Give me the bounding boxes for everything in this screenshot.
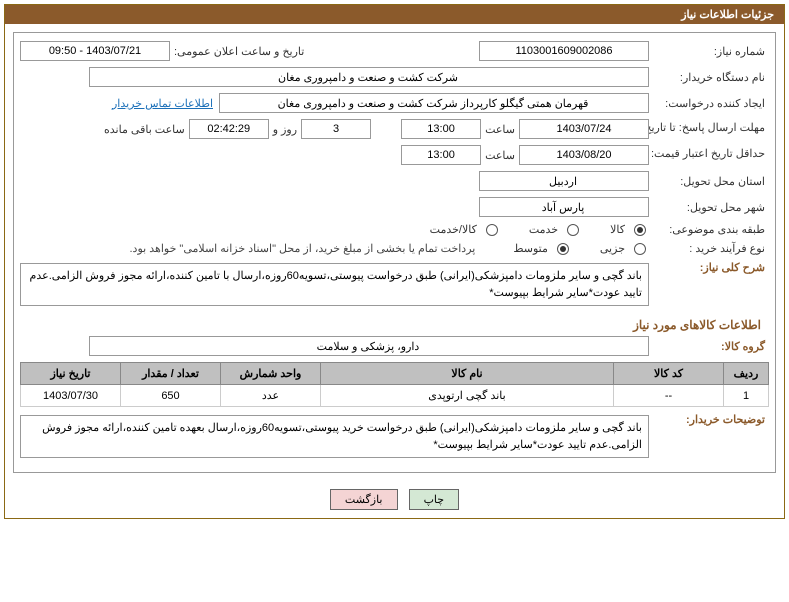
cat-service-label: خدمت	[525, 223, 562, 236]
validity-time: 13:00	[401, 145, 481, 165]
buyer-org-label: نام دستگاه خریدار:	[649, 71, 769, 84]
city-label: شهر محل تحویل:	[649, 201, 769, 214]
cell-name: باند گچی ارتوپدی	[321, 385, 614, 407]
group-label: گروه کالا:	[649, 340, 769, 353]
validity-label: حداقل تاریخ اعتبار قیمت: تا تاریخ:	[649, 148, 769, 161]
announce-value: 1403/07/21 - 09:50	[20, 41, 170, 61]
deadline-date: 1403/07/24	[519, 119, 649, 139]
th-name: نام کالا	[321, 363, 614, 385]
radio-medium[interactable]	[557, 243, 569, 255]
category-label: طبقه بندی موضوعی:	[649, 223, 769, 236]
need-number-value: 1103001609002086	[479, 41, 649, 61]
days-value: 3	[301, 119, 371, 139]
requester-label: ایجاد کننده درخواست:	[649, 97, 769, 110]
category-radio-group: کالا خدمت کالا/خدمت	[426, 223, 649, 236]
buyer-org-value: شرکت کشت و صنعت و دامپروری مغان	[89, 67, 649, 87]
radio-goods[interactable]	[634, 224, 646, 236]
cat-goods-label: کالا	[606, 223, 629, 236]
page-title-bar: جزئیات اطلاعات نیاز	[5, 5, 784, 24]
city-value: پارس آباد	[479, 197, 649, 217]
proc-medium-label: متوسط	[509, 242, 552, 255]
announce-label: تاریخ و ساعت اعلان عمومی:	[170, 45, 308, 58]
buyer-contact-link[interactable]: اطلاعات تماس خریدار	[106, 97, 219, 110]
main-fieldset: شماره نیاز: 1103001609002086 تاریخ و ساع…	[13, 32, 776, 473]
group-value: دارو، پزشکی و سلامت	[89, 336, 649, 356]
back-button[interactable]: بازگشت	[330, 489, 398, 510]
cell-unit: عدد	[221, 385, 321, 407]
radio-service[interactable]	[567, 224, 579, 236]
deadline-label: مهلت ارسال پاسخ: تا تاریخ:	[649, 122, 769, 135]
radio-goods-service[interactable]	[486, 224, 498, 236]
print-button[interactable]: چاپ	[409, 489, 460, 510]
items-section-title: اطلاعات کالاهای مورد نیاز	[20, 314, 769, 336]
cell-code: --	[614, 385, 724, 407]
requester-value: قهرمان همتی گیگلو کارپرداز شرکت کشت و صن…	[219, 93, 649, 113]
general-desc-box: باند گچی و سایر ملزومات دامپزشکی(ایرانی)…	[20, 263, 649, 306]
th-date: تاریخ نیاز	[21, 363, 121, 385]
time-label-1: ساعت	[481, 123, 519, 136]
page-title: جزئیات اطلاعات نیاز	[681, 9, 774, 21]
button-row: چاپ بازگشت	[5, 481, 784, 518]
deadline-time: 13:00	[401, 119, 481, 139]
province-value: اردبیل	[479, 171, 649, 191]
countdown-value: 02:42:29	[189, 119, 269, 139]
th-row: ردیف	[724, 363, 769, 385]
general-desc-label: شرح کلی نیاز:	[649, 261, 769, 274]
th-qty: تعداد / مقدار	[121, 363, 221, 385]
days-and-label: روز و	[269, 123, 301, 136]
buyer-notes-label: توضیحات خریدار:	[649, 413, 769, 426]
th-unit: واحد شمارش	[221, 363, 321, 385]
process-radio-group: جزیی متوسط	[509, 242, 649, 255]
radio-partial[interactable]	[634, 243, 646, 255]
process-label: نوع فرآیند خرید :	[649, 242, 769, 255]
table-row: 1 -- باند گچی ارتوپدی عدد 650 1403/07/30	[21, 385, 769, 407]
cat-goods-service-label: کالا/خدمت	[426, 223, 481, 236]
cell-date: 1403/07/30	[21, 385, 121, 407]
need-number-label: شماره نیاز:	[649, 45, 769, 58]
th-code: کد کالا	[614, 363, 724, 385]
buyer-notes-box: باند گچی و سایر ملزومات دامپزشکی(ایرانی)…	[20, 415, 649, 458]
payment-note: پرداخت تمام یا بخشی از مبلغ خرید، از محل…	[126, 242, 480, 255]
remaining-label: ساعت باقی مانده	[100, 123, 189, 136]
cell-qty: 650	[121, 385, 221, 407]
proc-partial-label: جزیی	[596, 242, 629, 255]
province-label: استان محل تحویل:	[649, 175, 769, 188]
time-label-2: ساعت	[481, 149, 519, 162]
cell-row: 1	[724, 385, 769, 407]
items-table: ردیف کد کالا نام کالا واحد شمارش تعداد /…	[20, 362, 769, 407]
validity-date: 1403/08/20	[519, 145, 649, 165]
